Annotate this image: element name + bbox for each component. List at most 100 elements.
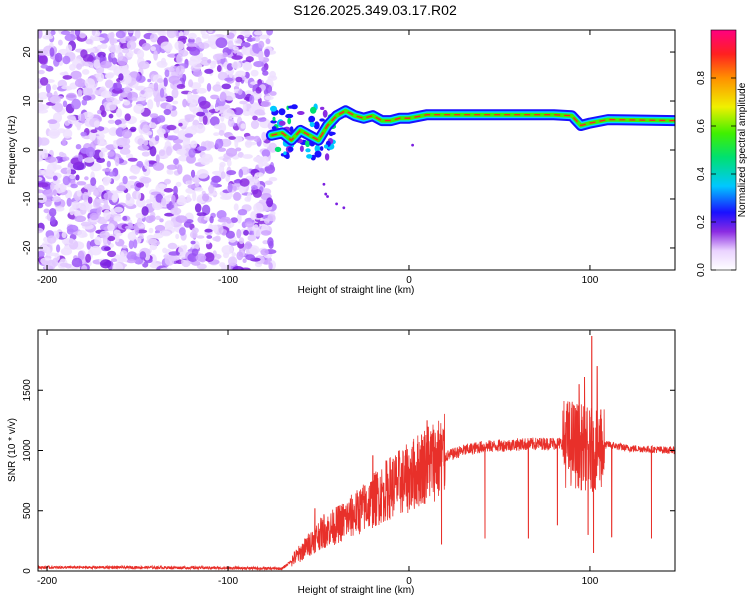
noise-blob [71, 257, 83, 268]
noise-blob [237, 151, 244, 158]
noise-blob [178, 122, 183, 127]
noise-blob [241, 46, 247, 55]
noise-blob [231, 61, 242, 69]
noise-blob [100, 259, 112, 269]
colorbar-tick-label: 0.6 [696, 119, 707, 133]
noise-blob [74, 215, 87, 223]
noise-blob [117, 52, 124, 61]
noise-blob [189, 47, 201, 56]
noise-blob [66, 197, 72, 207]
noise-blob [232, 46, 239, 51]
noise-blob [160, 41, 172, 50]
noise-blob [186, 42, 198, 48]
noise-blob [264, 180, 273, 186]
noise-blob [149, 193, 155, 203]
noise-blob [259, 34, 270, 40]
noise-blob [235, 76, 243, 83]
noise-blob [258, 199, 267, 204]
noise-blob [85, 253, 91, 263]
noise-blob [38, 189, 45, 194]
noise-blob [245, 56, 254, 63]
noise-blob [262, 155, 269, 164]
noise-blob [258, 40, 265, 49]
noise-blob [168, 255, 180, 261]
noise-blob [177, 129, 188, 141]
noise-blob [60, 247, 73, 256]
noise-blob [76, 63, 82, 70]
spectrogram-frame [37, 29, 676, 271]
noise-blob [215, 138, 224, 149]
noise-blob [39, 96, 44, 104]
noise-blob [139, 233, 144, 240]
noise-blob [153, 50, 159, 61]
y-tick-label: 0 [22, 568, 33, 574]
noise-blob [91, 30, 96, 36]
noise-blob [240, 42, 251, 48]
noise-blob [213, 132, 220, 137]
noise-blob [167, 169, 174, 175]
noise-blob [38, 69, 45, 75]
noise-blob [189, 102, 197, 113]
tone-blob [287, 117, 292, 125]
tone-blob [328, 131, 334, 137]
noise-blob [50, 182, 55, 190]
noise-blob [238, 237, 245, 245]
x-tick-label: -200 [37, 275, 57, 286]
noise-blob [159, 218, 164, 223]
y-tick-label: 500 [22, 502, 33, 519]
noise-blob [175, 233, 180, 240]
tone-blob [326, 195, 329, 198]
noise-blob [47, 235, 57, 244]
noise-blob [108, 171, 116, 177]
noise-blob [194, 203, 202, 213]
noise-blob [121, 68, 131, 76]
noise-blob [173, 158, 179, 165]
noise-blob [49, 208, 57, 217]
tone-blob [285, 153, 290, 159]
noise-blob [200, 30, 206, 36]
noise-blob [212, 53, 222, 61]
noise-blob [38, 250, 45, 258]
noise-blob [194, 181, 200, 187]
noise-blob [75, 174, 80, 181]
noise-blob [220, 195, 232, 200]
noise-blob [214, 235, 221, 242]
noise-blob [120, 251, 125, 262]
noise-blob [204, 228, 213, 233]
noise-blob [206, 235, 213, 239]
noise-blob [38, 108, 49, 114]
noise-blob [220, 171, 226, 180]
noise-blob [230, 217, 238, 224]
noise-blob [150, 113, 159, 119]
noise-blob [136, 191, 142, 201]
noise-blob [226, 218, 232, 224]
noise-blob [108, 113, 114, 119]
noise-blob [103, 192, 114, 201]
noise-blob [141, 151, 150, 157]
noise-blob [76, 122, 81, 131]
tone-blob [310, 106, 317, 114]
noise-blob [168, 75, 180, 85]
noise-blob [106, 160, 111, 168]
noise-blob [186, 194, 191, 203]
y-tick-label: 1000 [22, 439, 33, 462]
noise-blob [216, 65, 222, 72]
noise-blob [40, 64, 49, 69]
noise-blob [175, 65, 185, 75]
noise-blob [210, 60, 216, 69]
noise-blob [102, 176, 112, 184]
noise-blob [219, 161, 226, 168]
noise-blob [125, 180, 136, 186]
noise-blob [156, 97, 160, 108]
noise-blob [130, 126, 137, 132]
colorbar-ticks: 0.0 0.2 0.4 0.6 0.8 [696, 71, 736, 277]
noise-blob [250, 211, 257, 221]
noise-blob [38, 182, 49, 188]
noise-blob [48, 128, 60, 139]
noise-blob [187, 184, 197, 189]
noise-blob [254, 35, 261, 42]
noise-blob [122, 48, 130, 54]
noise-blob [228, 136, 236, 140]
noise-blob [152, 162, 165, 171]
